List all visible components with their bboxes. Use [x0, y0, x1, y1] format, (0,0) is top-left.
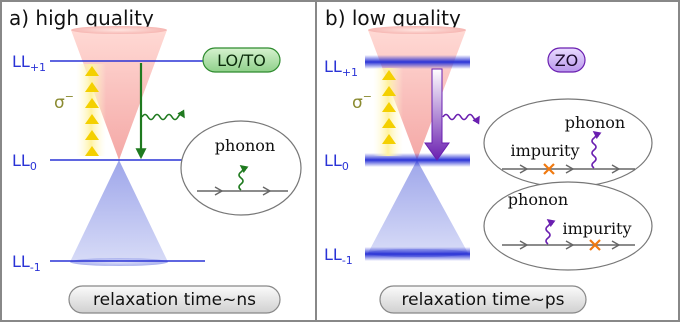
bubble2-line-arrow — [565, 240, 575, 250]
impurity-bubble-lower — [483, 181, 653, 271]
level-label-top: LL+1 — [12, 52, 46, 74]
panel-b-title: b) low quality — [325, 6, 461, 30]
bubble1-line-arrow — [611, 164, 621, 174]
bubble1-phonon-label: phonon — [565, 113, 625, 132]
bubble2-line-arrow — [611, 240, 621, 250]
upper-cone-cap — [368, 26, 466, 34]
photon-arrow — [85, 130, 99, 140]
panel-a-title: a) high quality — [9, 6, 154, 30]
photon-arrows — [85, 66, 99, 156]
bubble2-impurity-label: impurity — [562, 219, 631, 238]
zo-badge-label: ZO — [555, 51, 579, 70]
impurity-marker — [589, 239, 601, 251]
bubble1-line-arrow — [565, 164, 575, 174]
level-label-bot: LL-1 — [12, 252, 41, 274]
lower-cone — [368, 160, 468, 253]
bubble-line-arrow — [214, 186, 224, 196]
bubble2-phonon-label: phonon — [508, 190, 568, 209]
light-beam — [76, 64, 106, 156]
level-band-top — [365, 55, 470, 69]
bubble2-line-arrow — [519, 240, 529, 250]
panel-a: a) high quality LL+1 LL0 LL-1 σ− LO/TO — [9, 6, 302, 314]
level-label-bot: LL-1 — [324, 245, 353, 267]
relaxation-arrow — [424, 68, 450, 161]
bubble-phonon-wave — [238, 165, 249, 191]
upper-cone — [71, 30, 167, 160]
panel-b: b) low quality LL+1 LL0 LL-1 σ− ZO — [324, 6, 653, 314]
upper-cone-cap — [71, 26, 167, 34]
relaxation-pill — [379, 285, 587, 314]
relaxation-pill — [68, 285, 281, 314]
bubble2-phonon-wave — [545, 219, 556, 245]
lower-cone-cap — [70, 258, 168, 266]
sigma-label: σ− — [352, 90, 372, 113]
lower-cone — [70, 160, 168, 262]
photon-arrow — [85, 114, 99, 124]
lo-to-badge-label: LO/TO — [217, 51, 266, 70]
photon-arrow — [85, 146, 99, 156]
relaxation-pill-label: relaxation time~ps — [402, 290, 565, 310]
relaxation-pill-label: relaxation time~ns — [93, 290, 256, 310]
sigma-label: σ− — [54, 90, 74, 113]
level-label-mid: LL0 — [324, 151, 349, 173]
photon-arrow — [382, 86, 396, 96]
level-label-mid: LL0 — [12, 151, 37, 173]
bubble-phonon-label: phonon — [215, 136, 275, 155]
photon-arrow — [85, 66, 99, 76]
photon-arrow — [85, 98, 99, 108]
level-band-mid — [365, 153, 470, 167]
level-label-top: LL+1 — [324, 57, 358, 79]
photon-arrow — [382, 102, 396, 112]
bubble1-impurity-label: impurity — [510, 141, 579, 160]
photon-arrows — [382, 70, 396, 144]
bubble1-line-arrow — [519, 164, 529, 174]
bubble1-phonon-wave — [591, 131, 602, 169]
bubble-line-arrow — [262, 186, 272, 196]
phonon-emission-wave — [141, 109, 185, 121]
zo-badge — [547, 47, 586, 73]
photon-arrow — [85, 82, 99, 92]
lo-to-badge — [202, 47, 281, 73]
phonon-emission-wave — [442, 113, 480, 125]
level-band-bot — [365, 247, 470, 261]
photon-arrow — [382, 134, 396, 144]
photon-arrow — [382, 70, 396, 80]
impurity-marker — [543, 163, 555, 175]
photon-arrow — [382, 118, 396, 128]
